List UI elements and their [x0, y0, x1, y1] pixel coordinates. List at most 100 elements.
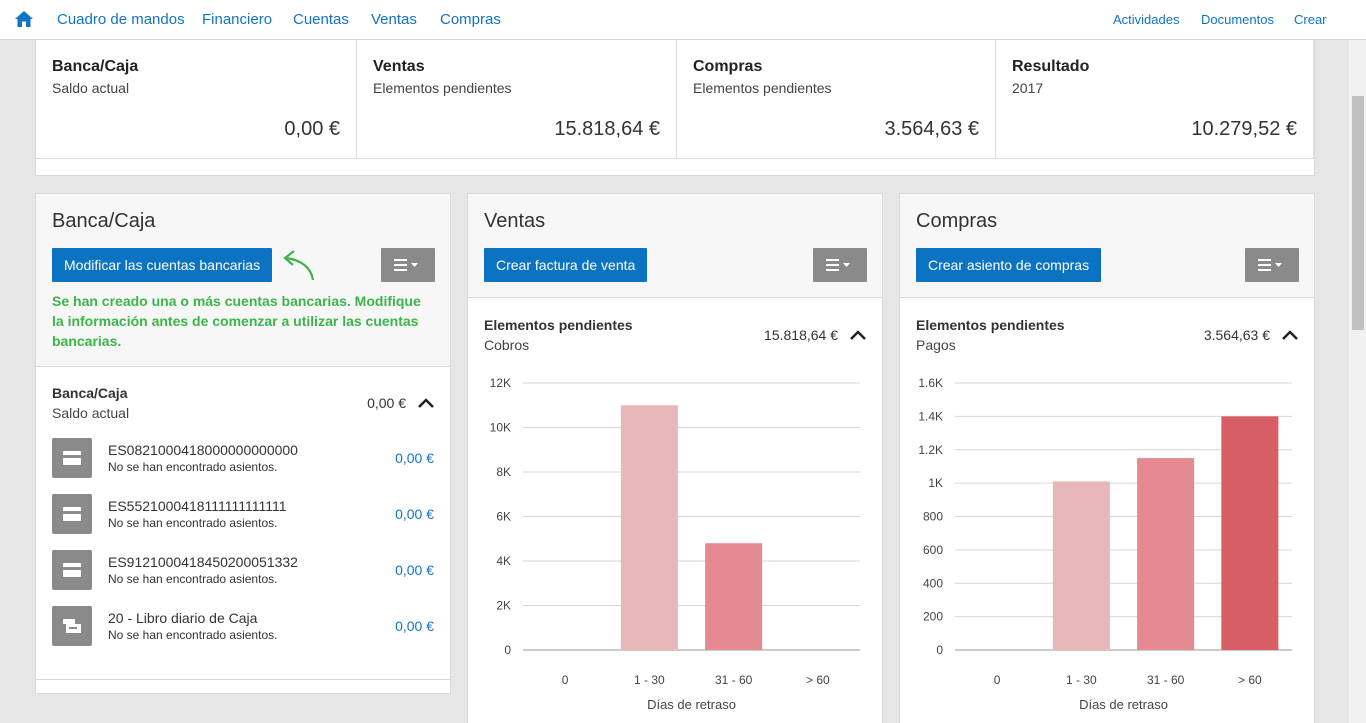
section-title: Elementos pendientes [484, 317, 633, 333]
y-tick-label: 200 [923, 610, 943, 624]
page-scrollbar-thumb[interactable] [1352, 96, 1364, 330]
section-value: 0,00 € [367, 395, 406, 411]
bank-accounts-notice: Se han creado una o más cuentas bancaria… [52, 293, 421, 349]
x-tick-label: > 60 [1238, 673, 1262, 687]
kpi-value: 0,00 € [284, 118, 340, 140]
menu-icon [1258, 259, 1282, 271]
x-tick-label: 31 - 60 [715, 673, 753, 687]
x-axis-label: Días de retraso [647, 697, 736, 712]
account-note: No se han encontrado asientos. [108, 628, 278, 642]
purchases-panel-header: Compras Crear asiento de compras [900, 194, 1314, 298]
kpi-subtitle: 2017 [1012, 80, 1044, 96]
nav-actividades[interactable]: Actividades [1113, 12, 1180, 27]
divider [36, 679, 450, 680]
section-title: Banca/Caja [52, 385, 128, 401]
bar [1052, 481, 1110, 650]
sales-panel: Ventas Crear factura de venta Elementos … [467, 193, 883, 723]
purchases-menu-button[interactable] [1245, 248, 1299, 282]
panel-title: Ventas [484, 210, 546, 232]
account-balance-link[interactable]: 0,00 € [395, 618, 434, 634]
home-icon[interactable] [14, 9, 34, 29]
x-tick-label: 0 [994, 673, 1001, 687]
credit-card-icon [52, 438, 92, 478]
bar [1221, 416, 1279, 650]
nav-documentos[interactable]: Documentos [1201, 12, 1274, 27]
x-tick-label: 1 - 30 [634, 673, 665, 687]
bank-panel: Banca/Caja Modificar las cuentas bancari… [35, 193, 451, 694]
nav-crear[interactable]: Crear [1294, 12, 1327, 27]
y-tick-label: 1K [928, 476, 943, 490]
arrow-pointer-icon [283, 250, 315, 281]
y-tick-label: 0 [504, 643, 511, 657]
y-tick-label: 1.6K [918, 376, 943, 390]
menu-icon [394, 259, 418, 271]
sales-menu-button[interactable] [813, 248, 867, 282]
purchases-panel: Compras Crear asiento de compras Element… [899, 193, 1315, 723]
kpi-summary-card: Banca/Caja Saldo actual 0,00 € Ventas El… [35, 40, 1315, 176]
y-tick-label: 600 [923, 543, 943, 557]
sales-aging-chart-svg: 0 2K 4K 6K 8K 10K 12K 0 1 - 30 31 - 60 > 60 Días de… [490, 376, 860, 712]
y-tick-label: 1.4K [918, 409, 943, 423]
kpi-title: Compras [693, 58, 763, 75]
x-axis-label: Días de retraso [1079, 697, 1168, 712]
bar [705, 543, 763, 650]
account-balance-link[interactable]: 0,00 € [395, 562, 434, 578]
section-subtitle: Saldo actual [52, 405, 130, 421]
kpi-tile-compras[interactable]: Compras Elementos pendientes 3.564,63 € [677, 40, 996, 158]
kpi-value: 15.818,64 € [554, 118, 660, 140]
account-note: No se han encontrado asientos. [108, 572, 278, 586]
kpi-tile-banca[interactable]: Banca/Caja Saldo actual 0,00 € [36, 40, 357, 158]
bank-menu-button[interactable] [381, 248, 435, 282]
bar [620, 405, 678, 650]
edit-bank-accounts-button[interactable]: Modificar las cuentas bancarias [52, 248, 273, 282]
kpi-value: 10.279,52 € [1191, 118, 1297, 140]
kpi-title: Resultado [1012, 58, 1090, 75]
section-title: Elementos pendientes [916, 317, 1065, 333]
bar [1137, 458, 1195, 650]
y-tick-label: 0 [936, 643, 943, 657]
chevron-up-icon[interactable] [849, 329, 867, 341]
create-sales-invoice-button[interactable]: Crear factura de venta [484, 248, 648, 282]
account-balance-link[interactable]: 0,00 € [395, 450, 434, 466]
y-tick-label: 1.2K [918, 443, 943, 457]
y-tick-label: 800 [923, 510, 943, 524]
menu-icon [826, 259, 850, 271]
sales-panel-header: Ventas Crear factura de venta [468, 194, 882, 298]
cash-register-icon [52, 606, 92, 646]
nav-compras[interactable]: Compras [440, 11, 501, 28]
y-tick-label: 12K [490, 376, 511, 390]
section-value: 3.564,63 € [1203, 327, 1270, 343]
chevron-up-icon[interactable] [417, 397, 435, 409]
credit-card-icon [52, 494, 92, 534]
kpi-subtitle: Saldo actual [52, 80, 130, 96]
x-tick-label: 0 [562, 673, 569, 687]
create-purchase-entry-button[interactable]: Crear asiento de compras [916, 248, 1102, 282]
y-tick-label: 8K [496, 465, 511, 479]
kpi-tile-resultado[interactable]: Resultado 2017 10.279,52 € [996, 40, 1314, 158]
y-tick-label: 4K [496, 554, 511, 568]
y-tick-label: 2K [496, 599, 511, 613]
nav-cuentas[interactable]: Cuentas [293, 11, 349, 28]
nav-financiero[interactable]: Financiero [202, 11, 273, 28]
kpi-title: Ventas [373, 58, 425, 75]
nav-ventas[interactable]: Ventas [371, 11, 417, 28]
panel-title: Banca/Caja [52, 210, 156, 232]
x-tick-label: 1 - 30 [1066, 673, 1097, 687]
sales-aging-chart: 0 2K 4K 6K 8K 10K 12K 0 1 - 30 31 - 60 > 60 Días de… [468, 364, 882, 723]
account-balance-link[interactable]: 0,00 € [395, 506, 434, 522]
x-tick-label: > 60 [806, 673, 830, 687]
section-subtitle: Pagos [916, 337, 956, 353]
section-subtitle: Cobros [484, 337, 530, 353]
y-tick-label: 10K [490, 421, 511, 435]
kpi-subtitle: Elementos pendientes [693, 80, 832, 96]
account-name: ES5521000418111111111111 [108, 498, 287, 514]
chevron-up-icon[interactable] [1281, 329, 1299, 341]
kpi-tile-ventas[interactable]: Ventas Elementos pendientes 15.818,64 € [357, 40, 677, 158]
kpi-title: Banca/Caja [52, 58, 139, 75]
account-name: ES9121000418450200051332 [108, 554, 298, 570]
purchases-aging-chart: 0 200 400 600 800 1K 1.2K 1.4K 1.6K 0 1 - 30 31 - 6… [900, 364, 1314, 723]
bank-panel-header: Banca/Caja Modificar las cuentas bancari… [36, 194, 450, 367]
kpi-subtitle: Elementos pendientes [373, 80, 512, 96]
section-value: 15.818,64 € [764, 327, 838, 343]
nav-cuadro-de-mandos[interactable]: Cuadro de mandos [57, 11, 185, 28]
